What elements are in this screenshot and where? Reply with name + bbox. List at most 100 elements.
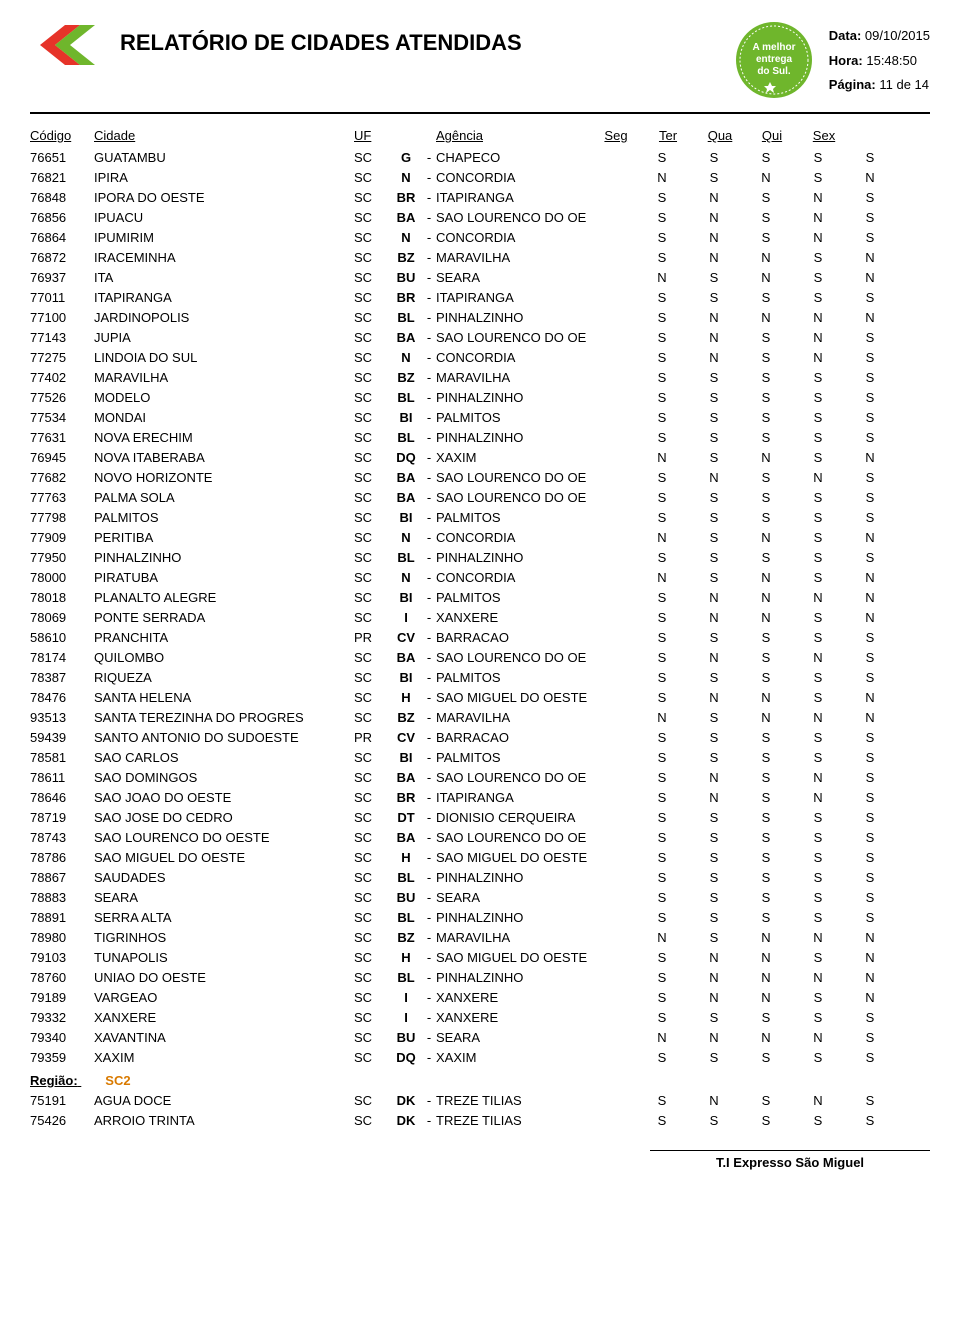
- cell-ter: S: [688, 430, 740, 445]
- cell-ter: S: [688, 530, 740, 545]
- cell-sex: S: [844, 230, 896, 245]
- cell-dash: -: [422, 950, 436, 965]
- cell-qua: N: [740, 710, 792, 725]
- table-row: 93513SANTA TEREZINHA DO PROGRESSCBZ-MARA…: [30, 707, 930, 727]
- cell-ter: S: [688, 170, 740, 185]
- cell-cidade: RIQUEZA: [94, 670, 354, 685]
- cell-cidade: PINHALZINHO: [94, 550, 354, 565]
- cell-qui: N: [792, 350, 844, 365]
- cell-dash: -: [422, 650, 436, 665]
- cell-dash: -: [422, 370, 436, 385]
- cell-agency-code: BL: [390, 870, 422, 885]
- cell-sex: S: [844, 210, 896, 225]
- cell-qui: S: [792, 170, 844, 185]
- cell-dash: -: [422, 790, 436, 805]
- cell-codigo: 75426: [30, 1113, 94, 1128]
- table-row: 76937ITASCBU-SEARANSNSN: [30, 267, 930, 287]
- cell-cidade: ITA: [94, 270, 354, 285]
- table-row: 77100JARDINOPOLISSCBL-PINHALZINHOSNNNN: [30, 307, 930, 327]
- cell-codigo: 78000: [30, 570, 94, 585]
- cell-codigo: 77763: [30, 490, 94, 505]
- cell-qua: S: [740, 190, 792, 205]
- cell-seg: S: [636, 430, 688, 445]
- table-row: 75191AGUA DOCESCDK-TREZE TILIASSNSNS: [30, 1090, 930, 1110]
- cell-seg: S: [636, 870, 688, 885]
- cell-codigo: 79189: [30, 990, 94, 1005]
- cell-ter: N: [688, 190, 740, 205]
- cell-sex: N: [844, 990, 896, 1005]
- cell-agency-name: CONCORDIA: [436, 530, 636, 545]
- cell-qua: S: [740, 770, 792, 785]
- cell-sex: N: [844, 570, 896, 585]
- cell-agency-code: BA: [390, 650, 422, 665]
- pagina-value: 11 de 14: [879, 77, 929, 92]
- cell-cidade: IPUMIRIM: [94, 230, 354, 245]
- cell-agency-name: ITAPIRANGA: [436, 290, 636, 305]
- cell-codigo: 78069: [30, 610, 94, 625]
- cell-seg: N: [636, 530, 688, 545]
- cell-qui: S: [792, 530, 844, 545]
- cell-qui: S: [792, 290, 844, 305]
- cell-agency-code: BI: [390, 410, 422, 425]
- cell-qua: S: [740, 330, 792, 345]
- cell-cidade: LINDOIA DO SUL: [94, 350, 354, 365]
- cell-cidade: XANXERE: [94, 1010, 354, 1025]
- cell-agency-name: XANXERE: [436, 990, 636, 1005]
- cell-qua: N: [740, 610, 792, 625]
- cell-sex: S: [844, 1050, 896, 1065]
- cell-dash: -: [422, 330, 436, 345]
- cell-qui: S: [792, 830, 844, 845]
- cell-agency-code: BR: [390, 790, 422, 805]
- table-row: 79359XAXIMSCDQ-XAXIMSSSSS: [30, 1047, 930, 1067]
- cell-cidade: PALMITOS: [94, 510, 354, 525]
- table-row: 78719SAO JOSE DO CEDROSCDT-DIONISIO CERQ…: [30, 807, 930, 827]
- table-row: 79332XANXERESCI-XANXERESSSSS: [30, 1007, 930, 1027]
- cell-agency-name: CONCORDIA: [436, 170, 636, 185]
- cell-agency-name: CONCORDIA: [436, 350, 636, 365]
- cell-sex: N: [844, 930, 896, 945]
- cell-codigo: 77100: [30, 310, 94, 325]
- cell-seg: N: [636, 1030, 688, 1045]
- cell-codigo: 77798: [30, 510, 94, 525]
- cell-agency-name: PALMITOS: [436, 410, 636, 425]
- cell-cidade: PRANCHITA: [94, 630, 354, 645]
- table-row: 76945NOVA ITABERABASCDQ-XAXIMNSNSN: [30, 447, 930, 467]
- cell-agency-name: MARAVILHA: [436, 710, 636, 725]
- cell-uf: SC: [354, 150, 390, 165]
- cell-qua: S: [740, 750, 792, 765]
- cell-agency-name: SAO LOURENCO DO OE: [436, 650, 636, 665]
- cell-cidade: UNIAO DO OESTE: [94, 970, 354, 985]
- cell-sex: S: [844, 150, 896, 165]
- table-row: 78387RIQUEZASCBI-PALMITOSSSSSS: [30, 667, 930, 687]
- cell-uf: SC: [354, 490, 390, 505]
- cell-ter: N: [688, 610, 740, 625]
- cell-seg: S: [636, 990, 688, 1005]
- col-qui: Qui: [746, 128, 798, 143]
- cell-sex: S: [844, 370, 896, 385]
- cell-sex: N: [844, 530, 896, 545]
- cell-uf: PR: [354, 730, 390, 745]
- cell-cidade: NOVA ERECHIM: [94, 430, 354, 445]
- company-logo: [30, 20, 100, 70]
- cell-qui: S: [792, 450, 844, 465]
- cell-sex: N: [844, 250, 896, 265]
- cell-uf: SC: [354, 1093, 390, 1108]
- cell-sex: N: [844, 450, 896, 465]
- cell-qui: S: [792, 510, 844, 525]
- cell-codigo: 78743: [30, 830, 94, 845]
- table-row: 76856IPUACUSCBA-SAO LOURENCO DO OESNSNS: [30, 207, 930, 227]
- cell-cidade: PALMA SOLA: [94, 490, 354, 505]
- region-row: Região: SC2: [30, 1067, 930, 1090]
- col-sex: Sex: [798, 128, 850, 143]
- cell-agency-code: I: [390, 990, 422, 1005]
- cell-ter: N: [688, 350, 740, 365]
- cell-qua: S: [740, 150, 792, 165]
- cell-codigo: 77011: [30, 290, 94, 305]
- cell-sex: N: [844, 590, 896, 605]
- table-row: 77682NOVO HORIZONTESCBA-SAO LOURENCO DO …: [30, 467, 930, 487]
- cell-agency-name: CONCORDIA: [436, 230, 636, 245]
- cell-seg: S: [636, 730, 688, 745]
- cell-cidade: SEARA: [94, 890, 354, 905]
- cell-qua: S: [740, 1113, 792, 1128]
- cell-sex: S: [844, 550, 896, 565]
